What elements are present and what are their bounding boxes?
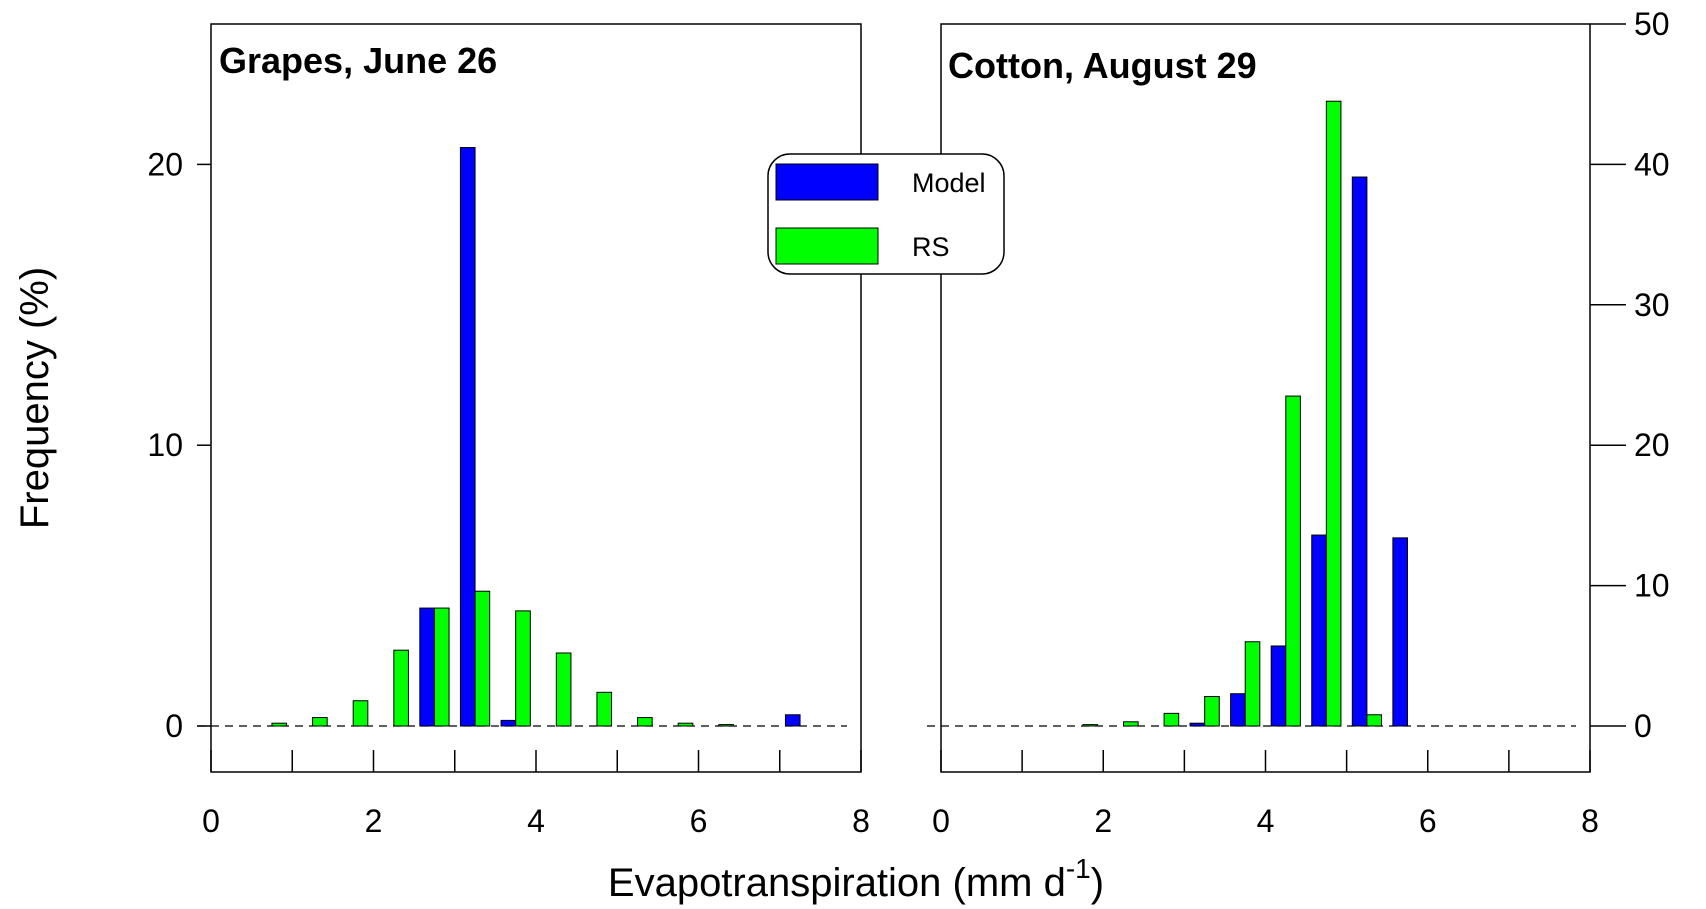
bar-rs-12 [718,724,734,727]
panel-grapes: Grapes, June 26 0 2 4 6 8 0 10 20 [147,23,870,839]
bar-rs-7 [515,610,531,727]
bar-model-6 [1189,722,1206,727]
bar-model-8 [1270,645,1287,727]
x-tick-label: 0 [202,803,220,839]
bar-rs-5 [1163,712,1180,727]
bar-rs-10 [637,717,653,727]
bar-rs-8 [1285,395,1301,727]
x-axis-title-sup: -1 [1066,853,1091,884]
bar-rs-4 [1123,721,1139,727]
bar-model-10 [1351,176,1368,727]
y-tick-label: 30 [1634,287,1670,323]
panel-cotton-y-axis: 0 10 20 30 40 50 [1590,6,1670,744]
bar-rs-10 [1366,714,1383,727]
bar-model-7 [1230,693,1246,727]
legend-label-model: Model [912,168,986,198]
panel-cotton-title: Cotton, August 29 [948,45,1257,86]
legend: Model RS [767,153,1005,275]
panel-grapes-y-axis: 0 10 20 [147,146,211,744]
panel-cotton-x-axis: 0 2 4 6 8 [932,750,1599,839]
y-tick-label: 20 [147,146,183,182]
bar-model-5 [419,607,435,727]
y-axis-title: Frequency (%) [13,267,57,529]
bar-model-6 [459,147,476,727]
panel-cotton: Cotton, August 29 0 2 4 6 8 0 10 20 30 40 50 [927,6,1670,839]
x-tick-label: 6 [1419,803,1437,839]
x-tick-label: 8 [1581,803,1599,839]
x-tick-label: 2 [365,803,383,839]
bar-rs-5 [433,607,450,727]
bar-model-14 [784,714,801,727]
x-tick-label: 4 [527,803,545,839]
bar-rs-11 [677,722,694,727]
y-tick-label: 10 [147,427,183,463]
y-tick-label: 50 [1634,6,1670,42]
x-axis-title-main: Evapotranspiration (mm d [608,861,1066,905]
x-tick-label: 0 [932,803,950,839]
y-tick-label: 10 [1634,568,1670,604]
x-axis-title-suffix: ) [1091,861,1104,905]
x-tick-label: 8 [852,803,870,839]
panel-grapes-x-axis: 0 2 4 6 8 [202,750,870,839]
x-tick-label: 6 [690,803,708,839]
bar-rs-6 [1204,696,1220,727]
panel-grapes-bars [197,147,847,727]
legend-label-rs: RS [912,232,950,262]
legend-swatch-rs [775,227,879,265]
y-tick-label: 0 [165,708,183,744]
x-axis-title: Evapotranspiration (mm d-1) [608,853,1104,905]
bar-rs-4 [393,649,409,727]
bar-rs-1 [271,722,288,727]
bar-rs-2 [312,717,328,727]
panel-cotton-bars [927,100,1576,727]
y-tick-label: 20 [1634,427,1670,463]
bar-model-7 [500,719,517,727]
y-tick-label: 40 [1634,146,1670,182]
bar-rs-3 [1082,724,1099,727]
bar-rs-9 [1325,100,1342,727]
bar-rs-3 [352,700,369,727]
bar-rs-7 [1244,641,1261,727]
bar-rs-9 [596,691,613,727]
x-tick-label: 2 [1094,803,1112,839]
panel-cotton-frame [940,23,1591,773]
y-tick-label: 0 [1634,708,1652,744]
panel-grapes-title: Grapes, June 26 [219,40,497,81]
bar-rs-6 [474,590,491,727]
x-tick-label: 4 [1257,803,1275,839]
bar-model-11 [1392,537,1408,727]
legend-swatch-model [775,163,879,201]
bar-rs-8 [555,652,572,727]
panel-grapes-frame [210,23,862,773]
bar-model-9 [1311,534,1327,727]
